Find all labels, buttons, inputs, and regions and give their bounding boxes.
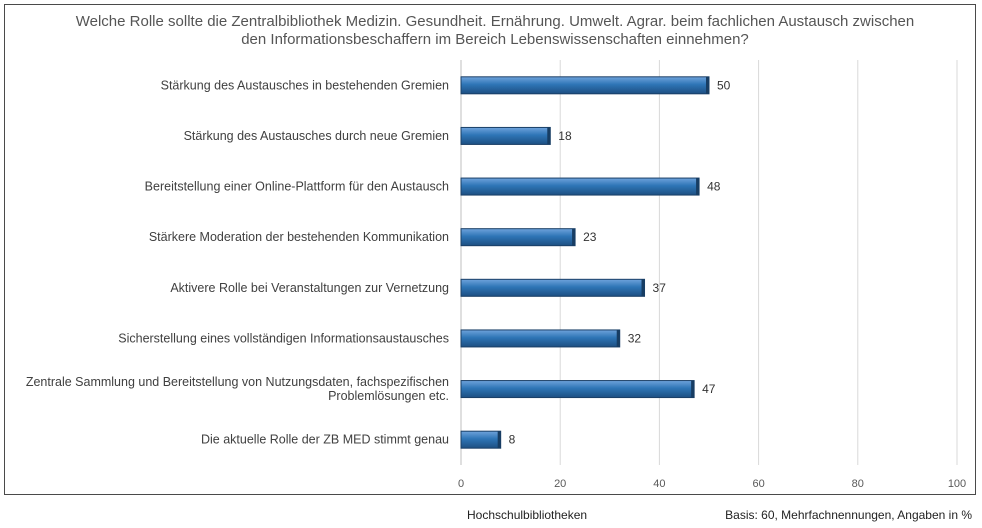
category-label: Stärkung des Austausches in bestehenden …: [161, 78, 449, 92]
x-tick-label: 80: [852, 478, 864, 490]
category-labels: Stärkung des Austausches in bestehenden …: [26, 78, 449, 446]
grid-lines: [460, 60, 958, 465]
data-label: 47: [702, 382, 716, 396]
bar-end-cap: [691, 380, 695, 398]
bar-end-cap: [547, 127, 551, 145]
chart-title: Welche Rolle sollte die Zentralbibliothe…: [75, 13, 915, 48]
x-tick-label: 60: [752, 478, 764, 490]
bar: [460, 329, 621, 348]
x-tick-label: 0: [458, 478, 464, 490]
bar-end-cap: [616, 329, 620, 347]
category-label: Stärkung des Austausches durch neue Grem…: [184, 129, 449, 143]
category-label: Die aktuelle Rolle der ZB MED stimmt gen…: [201, 433, 449, 447]
bar: [460, 278, 646, 297]
x-tick-label: 20: [554, 478, 566, 490]
x-tick-label: 100: [948, 478, 966, 490]
data-label: 32: [628, 331, 642, 345]
bar: [460, 177, 700, 196]
data-label: 23: [583, 230, 597, 244]
category-label: Aktivere Rolle bei Veranstaltungen zur V…: [170, 281, 449, 295]
bar-end-cap: [497, 431, 501, 449]
category-label: Stärkere Moderation der bestehenden Komm…: [149, 230, 449, 244]
basis-note: Basis: 60, Mehrfachnennungen, Angaben in…: [725, 508, 972, 522]
bar: [460, 380, 695, 399]
bars: 50 18 48 23 37 32 47 8: [460, 76, 731, 449]
bar: [460, 76, 710, 95]
series-label: Hochschulbibliotheken: [467, 508, 588, 522]
category-label: Sicherstellung eines vollständigen Infor…: [118, 331, 449, 345]
data-label: 48: [707, 180, 721, 194]
bar: [460, 228, 576, 247]
bar-end-cap: [641, 279, 645, 297]
x-tick-label: 40: [653, 478, 665, 490]
category-label: Zentrale Sammlung und Bereitstellung von…: [26, 375, 449, 389]
bar-end-cap: [706, 76, 709, 94]
data-label: 50: [717, 78, 731, 92]
data-label: 37: [653, 281, 667, 295]
data-label: 18: [558, 129, 572, 143]
data-label: 8: [509, 433, 516, 447]
bar: [460, 430, 502, 449]
category-label: Problemlösungen etc.: [328, 389, 449, 403]
bar-end-cap: [696, 178, 700, 196]
x-axis-ticks: 0 20 40 60 80 100: [458, 478, 966, 490]
bar-end-cap: [572, 228, 576, 246]
bar: [460, 126, 551, 145]
category-label: Bereitstellung einer Online-Plattform fü…: [145, 180, 449, 194]
